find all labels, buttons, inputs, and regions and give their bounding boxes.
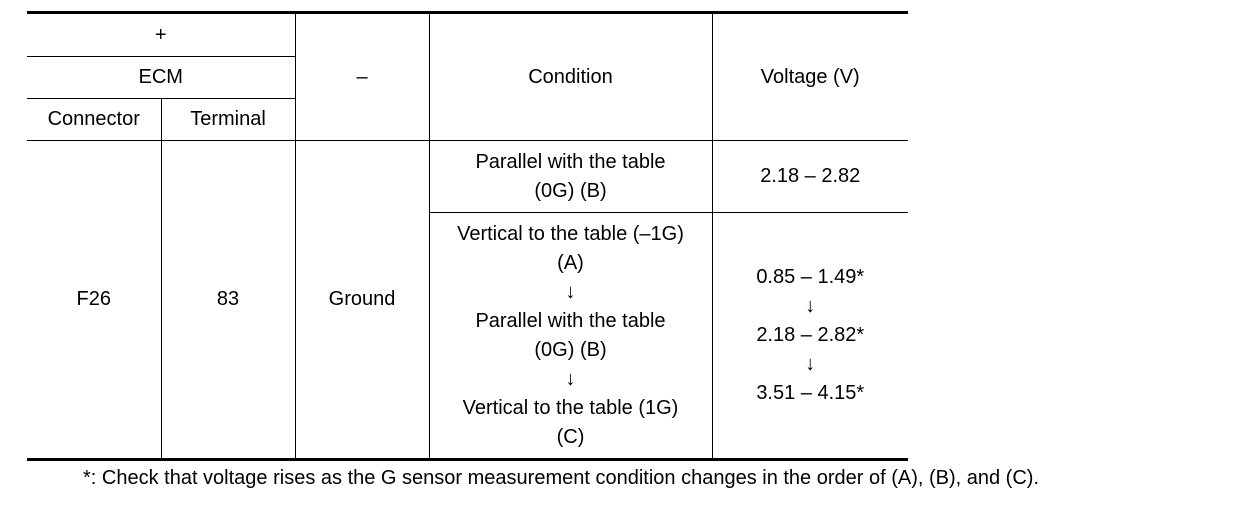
minus-cell: Ground	[294, 140, 430, 461]
terminal-cell: 83	[160, 140, 296, 461]
connector-header: Connector	[27, 98, 162, 141]
footnote: *: Check that voltage rises as the G sen…	[83, 467, 1040, 489]
arrow: ↓	[805, 295, 816, 317]
voltage-line: 2.18 – 2.82*	[756, 324, 865, 346]
voltage-line: 2.18 – 2.82	[760, 165, 861, 187]
terminal-header: Terminal	[160, 98, 296, 141]
ecm-header: ECM	[27, 56, 296, 99]
voltage-line: 3.51 – 4.15*	[756, 382, 865, 404]
arrow: ↓	[565, 367, 576, 390]
body-row: F26 83 Ground Parallel with the table (0…	[27, 140, 908, 461]
header-row: ECM	[27, 56, 908, 99]
condition-header: Condition	[428, 11, 713, 141]
condition-line: (0G) (B)	[534, 338, 607, 361]
minus-header: –	[294, 11, 430, 141]
header-row: + – Condition Voltage (V)	[27, 11, 908, 141]
connector-cell: F26	[27, 140, 162, 461]
condition-line: Parallel with the table	[475, 150, 666, 173]
condition-line: Vertical to the table (1G)	[462, 396, 679, 419]
spec-table: + – Condition Voltage (V) ECM Connector …	[27, 11, 908, 461]
voltage-cell: 2.18 – 2.82	[711, 140, 908, 213]
voltage-cell: 0.85 – 1.49* ↓ 2.18 – 2.82* ↓ 3.51 – 4.1…	[711, 212, 908, 461]
voltage-line: 0.85 – 1.49*	[756, 266, 865, 288]
arrow: ↓	[565, 280, 576, 303]
condition-line: Parallel with the table	[475, 309, 666, 332]
condition-line: Vertical to the table (–1G)	[457, 222, 684, 245]
plus-header: +	[27, 11, 296, 57]
condition-line: (0G) (B)	[534, 179, 607, 202]
arrow: ↓	[805, 353, 816, 375]
condition-line: (C)	[556, 425, 585, 448]
voltage-header: Voltage (V)	[711, 11, 908, 141]
body-row: Vertical to the table (–1G) (A) ↓ Parall…	[27, 212, 908, 461]
condition-cell: Vertical to the table (–1G) (A) ↓ Parall…	[428, 212, 713, 461]
condition-line: (A)	[557, 251, 584, 274]
condition-cell: Parallel with the table (0G) (B)	[428, 140, 713, 213]
header-row: Connector Terminal	[27, 98, 908, 141]
